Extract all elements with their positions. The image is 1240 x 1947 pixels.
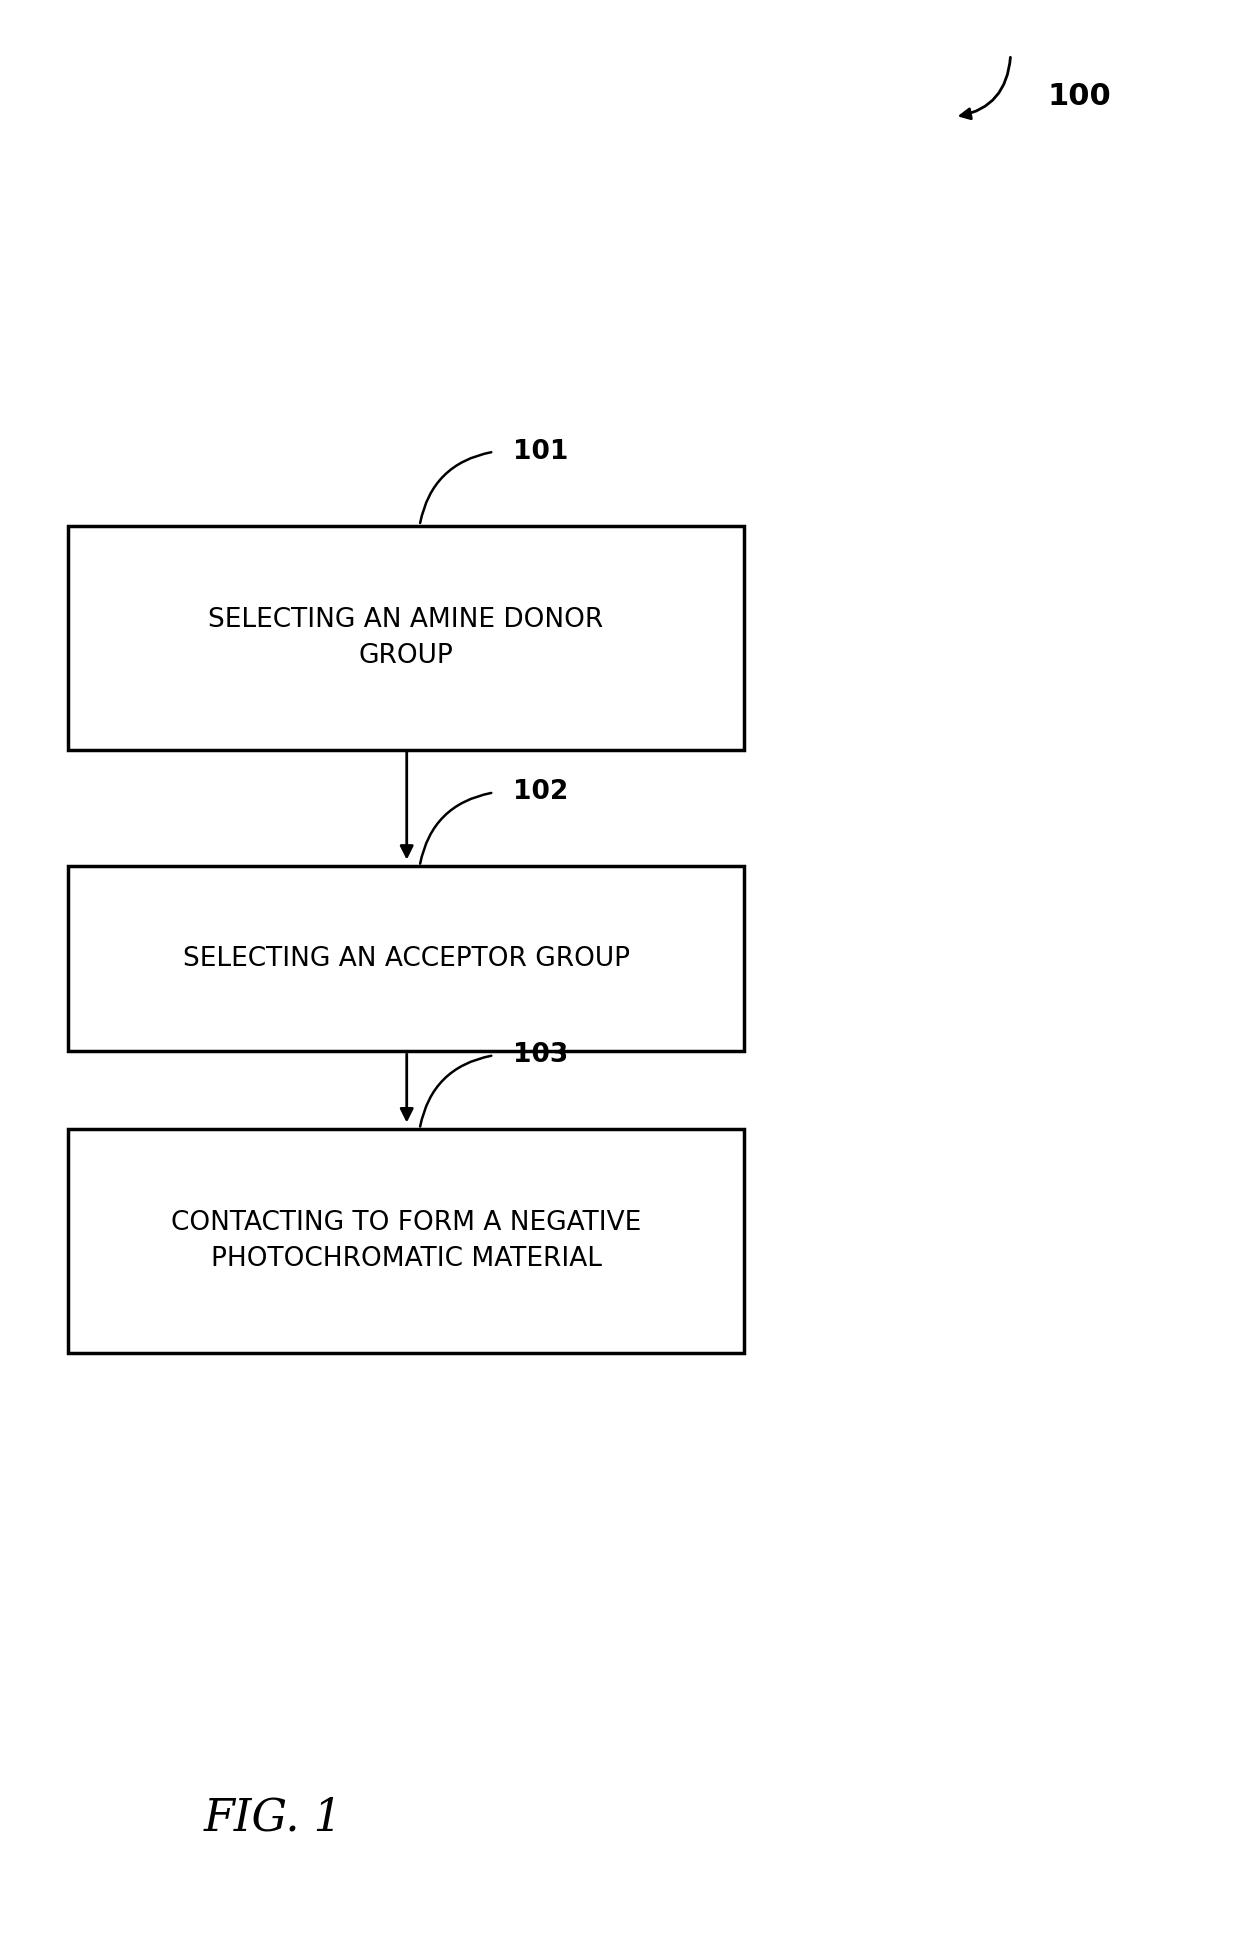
Text: CONTACTING TO FORM A NEGATIVE
PHOTOCHROMATIC MATERIAL: CONTACTING TO FORM A NEGATIVE PHOTOCHROM… <box>171 1211 641 1271</box>
Text: FIG. 1: FIG. 1 <box>203 1797 342 1840</box>
Text: 100: 100 <box>1048 82 1111 111</box>
Text: 101: 101 <box>512 438 568 465</box>
FancyBboxPatch shape <box>68 1129 744 1353</box>
Text: SELECTING AN ACCEPTOR GROUP: SELECTING AN ACCEPTOR GROUP <box>182 946 630 972</box>
Text: 103: 103 <box>512 1042 568 1069</box>
FancyBboxPatch shape <box>68 526 744 750</box>
FancyBboxPatch shape <box>68 866 744 1051</box>
Text: SELECTING AN AMINE DONOR
GROUP: SELECTING AN AMINE DONOR GROUP <box>208 607 604 668</box>
Text: 102: 102 <box>512 779 568 806</box>
